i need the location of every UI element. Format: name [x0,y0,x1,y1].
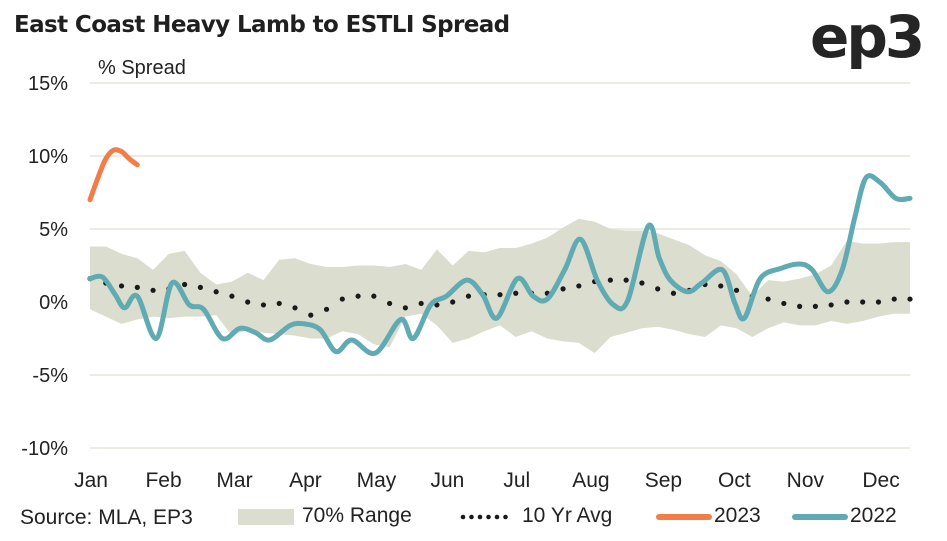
legend-dot [494,514,500,520]
y-axis-label: % Spread [98,57,186,79]
avg-dot [718,283,724,289]
x-tick-labels: Jan Feb Mar Apr May Jun Jul Aug Sep Oct Nov Dec [74,469,900,492]
avg-dot [891,296,897,302]
y-tick-label: 15% [28,73,68,95]
x-tick-label: Jan [74,469,108,492]
avg-dot [875,299,882,305]
legend-label-2022: 2022 [850,504,897,527]
x-tick-label: Mar [216,469,252,492]
avg-dot [197,284,203,290]
y-tick-labels: 15% 10% 5% 0% -5% -10% [21,73,68,460]
chart-title: East Coast Heavy Lamb to ESTLI Spread [14,12,510,38]
avg-dot [623,277,629,283]
avg-dot [797,303,803,309]
x-tick-label: Nov [787,469,825,492]
series-2022-line [87,173,913,357]
x-tick-label: Aug [572,469,609,492]
range-band [90,218,910,354]
legend-label-range: 70% Range [302,504,412,527]
avg-dot [907,296,913,302]
legend-swatch-range [238,509,294,525]
y-tick-label: -5% [32,365,68,387]
avg-dot [134,284,140,290]
legend-label-avg: 10 Yr Avg [522,504,613,527]
avg-dot [844,299,850,305]
y-tick-label: 10% [28,146,68,168]
avg-dot [308,312,314,318]
legend-dot [460,514,466,520]
legend-dot [503,514,508,520]
x-tick-label: Feb [145,469,181,492]
avg-dot [576,283,582,289]
legend-dot [469,514,474,520]
avg-dot [339,296,345,302]
x-tick-label: May [357,469,397,492]
avg-dot [655,286,661,292]
avg-dot [229,293,235,299]
avg-dot [150,287,156,293]
avg-dot [182,281,188,288]
x-tick-label: Dec [862,469,899,492]
avg-dot [371,293,377,299]
y-tick-label: 5% [39,219,68,241]
range-band-area [90,218,910,354]
avg-dot [213,289,219,295]
legend-dot [486,514,491,520]
avg-dot [733,287,740,293]
avg-dot [560,286,566,292]
legend-swatch-2022 [792,514,848,520]
avg-dot [639,280,645,286]
avg-dot [607,277,613,283]
legend-dot [477,514,483,520]
avg-dot [497,292,503,298]
legend-swatch-avg [460,514,508,520]
source-note: Source: MLA, EP3 [20,506,193,529]
series-lines [87,147,913,357]
avg-dot [276,300,282,307]
avg-dot [387,300,393,307]
avg-dot [323,306,330,312]
ep3-logo: ep3 [810,3,925,71]
avg-dot [513,290,519,296]
avg-dot [812,303,818,309]
avg-dot [828,302,834,308]
x-tick-label: Sep [645,469,682,492]
avg-dot [292,305,298,311]
avg-dot [465,293,472,299]
avg-dot [245,299,251,305]
legend: Source: MLA, EP3 70% Range 10 Yr Avg 202… [0,503,947,533]
x-tick-label: Apr [289,469,322,492]
y-tick-label: 0% [39,292,68,314]
x-tick-label: Jun [430,469,464,492]
avg-dot [781,300,787,307]
avg-dot [450,299,456,305]
avg-dot [670,290,677,296]
avg-dot [418,300,424,307]
avg-dot [860,299,866,305]
x-tick-label: Jul [503,469,530,492]
series-2023-line [87,147,140,203]
legend-label-2023: 2023 [714,504,761,527]
y-tick-label: -10% [21,438,68,460]
avg-dot [260,302,267,308]
x-tick-label: Oct [718,469,751,492]
avg-dot [402,305,408,311]
avg-dot [765,296,771,302]
avg-dot [355,293,361,299]
avg-dot [118,283,125,289]
legend-swatch-2023 [656,514,712,520]
